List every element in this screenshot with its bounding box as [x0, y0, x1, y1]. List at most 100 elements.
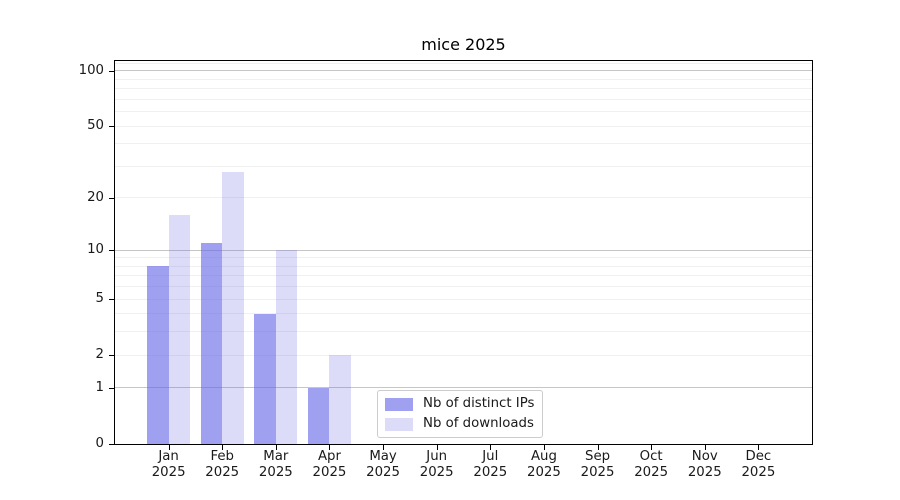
- y-tick-label-10: 10: [87, 242, 104, 258]
- gridline-minor: [115, 78, 812, 80]
- x-tick-label-jan: Jan 2025: [137, 449, 201, 481]
- bar-nb-of-downloads-jan: [168, 214, 191, 444]
- y-tick-label-1: 1: [95, 379, 104, 395]
- x-tick-label-may: May 2025: [351, 449, 415, 481]
- x-tick-month: May: [369, 449, 397, 464]
- legend: Nb of distinct IPs Nb of downloads: [377, 390, 544, 438]
- x-tick-label-sep: Sep 2025: [566, 449, 630, 481]
- x-tick: [490, 445, 492, 450]
- x-tick-year: 2025: [312, 465, 347, 480]
- x-tick: [383, 445, 385, 450]
- gridline-minor: [115, 111, 812, 113]
- bar-nb-of-downloads-apr: [329, 355, 351, 444]
- x-tick-month: Aug: [530, 449, 557, 464]
- x-tick-year: 2025: [258, 465, 293, 480]
- y-tick-label-0: 0: [95, 436, 104, 451]
- x-tick-month: Feb: [210, 449, 234, 464]
- legend-item-distinct-ips: Nb of distinct IPs: [385, 396, 534, 412]
- gridline-minor: [115, 257, 812, 259]
- x-tick: [222, 445, 224, 450]
- gridline-minor: [115, 286, 812, 288]
- x-tick-year: 2025: [151, 465, 186, 480]
- gridline-minor: [115, 125, 812, 127]
- x-tick-month: Apr: [317, 449, 341, 464]
- chart-title: mice 2025: [421, 35, 506, 54]
- x-tick-label-feb: Feb 2025: [190, 449, 254, 481]
- x-tick-year: 2025: [205, 465, 240, 480]
- x-tick-label-aug: Aug 2025: [512, 449, 576, 481]
- x-tick-label-mar: Mar 2025: [244, 449, 308, 481]
- y-tick: [109, 444, 114, 445]
- bar-nb-of-distinct-ips-mar: [254, 313, 276, 444]
- x-tick-label-jun: Jun 2025: [405, 449, 469, 481]
- gridline-major: [115, 387, 812, 389]
- x-tick-year: 2025: [687, 465, 722, 480]
- y-tick-label-50: 50: [87, 118, 104, 134]
- x-tick: [329, 445, 331, 450]
- y-tick-label-100: 100: [78, 62, 104, 78]
- x-tick-month: Sep: [585, 449, 611, 464]
- y-tick: [109, 126, 114, 128]
- bar-nb-of-downloads-feb: [222, 171, 244, 444]
- gridline-minor: [115, 331, 812, 333]
- x-tick: [436, 445, 438, 450]
- x-tick: [597, 445, 599, 450]
- x-tick-month: Oct: [639, 449, 663, 464]
- x-tick-year: 2025: [473, 465, 508, 480]
- gridline-minor: [115, 165, 812, 167]
- x-tick-label-dec: Dec 2025: [726, 449, 790, 481]
- y-tick: [109, 387, 114, 389]
- y-tick: [109, 70, 114, 72]
- x-tick-label-nov: Nov 2025: [673, 449, 737, 481]
- gridline-minor: [115, 354, 812, 356]
- gridline-minor: [115, 143, 812, 145]
- legend-swatch-downloads: [385, 417, 413, 431]
- legend-label-distinct-ips: Nb of distinct IPs: [423, 396, 535, 411]
- x-tick-year: 2025: [419, 465, 454, 480]
- plot-area: Nb of distinct IPs Nb of downloads: [114, 60, 813, 445]
- x-tick-month: Dec: [745, 449, 772, 464]
- x-tick: [704, 445, 706, 450]
- x-tick: [168, 445, 170, 450]
- legend-label-downloads: Nb of downloads: [423, 416, 534, 431]
- bar-nb-of-distinct-ips-feb: [200, 243, 223, 444]
- x-tick-month: Jun: [426, 449, 448, 464]
- gridline-minor: [115, 98, 812, 100]
- x-tick-label-jul: Jul 2025: [458, 449, 522, 481]
- legend-swatch-distinct-ips: [385, 397, 413, 411]
- gridline-minor: [115, 313, 812, 315]
- x-tick-month: Jul: [482, 449, 499, 464]
- gridline-minor: [115, 62, 812, 64]
- x-tick-year: 2025: [634, 465, 669, 480]
- gridline-major: [115, 70, 812, 72]
- x-tick: [275, 445, 277, 450]
- y-tick: [109, 250, 114, 252]
- x-tick-year: 2025: [366, 465, 400, 480]
- x-tick: [758, 445, 760, 450]
- x-tick-month: Mar: [263, 449, 289, 464]
- gridline-minor: [115, 298, 812, 300]
- gridline-minor: [115, 197, 812, 199]
- y-tick-label-2: 2: [95, 347, 104, 363]
- x-tick-month: Jan: [158, 449, 179, 464]
- x-tick-month: Nov: [691, 449, 718, 464]
- gridline-minor: [115, 275, 812, 277]
- x-tick: [651, 445, 653, 450]
- y-tick: [109, 299, 114, 301]
- y-tick: [109, 355, 114, 357]
- gridline-major: [115, 249, 812, 251]
- legend-item-downloads: Nb of downloads: [385, 416, 534, 432]
- y-tick-label-20: 20: [87, 189, 104, 205]
- x-tick: [543, 445, 545, 450]
- gridline-minor: [115, 88, 812, 90]
- gridline-minor: [115, 265, 812, 267]
- y-tick: [109, 197, 114, 199]
- bar-nb-of-distinct-ips-apr: [308, 387, 330, 444]
- x-tick-year: 2025: [527, 465, 561, 480]
- x-tick-label-oct: Oct 2025: [619, 449, 683, 481]
- y-tick-label-5: 5: [95, 291, 104, 307]
- bar-nb-of-distinct-ips-jan: [147, 266, 169, 444]
- x-tick-year: 2025: [580, 465, 615, 480]
- bar-nb-of-downloads-mar: [275, 250, 298, 444]
